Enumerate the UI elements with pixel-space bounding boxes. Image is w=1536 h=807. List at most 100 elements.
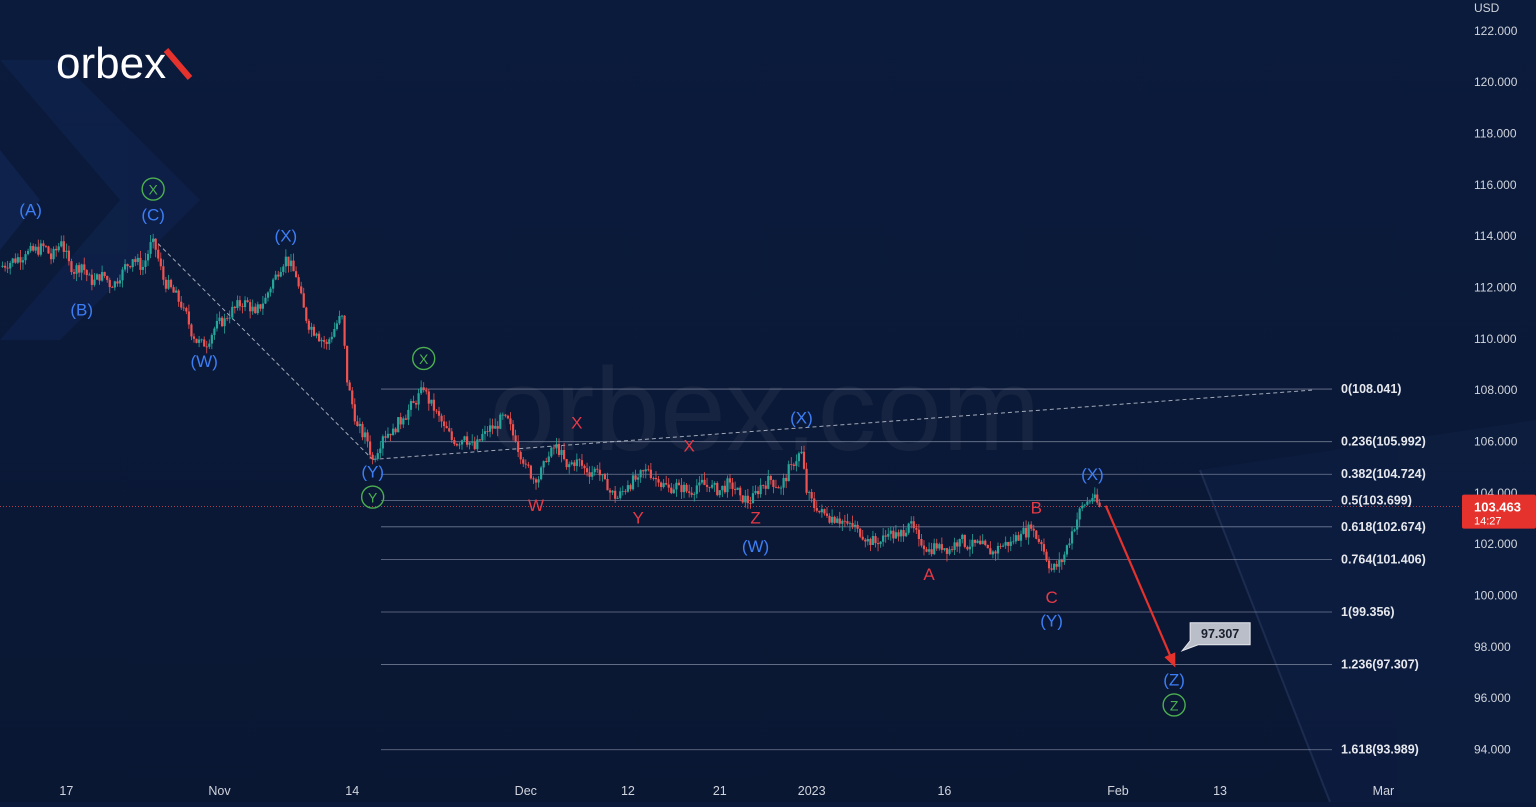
candle-body (800, 451, 803, 454)
fib-label-0: 0(108.041) (1341, 382, 1401, 396)
candle-body (1053, 563, 1056, 570)
candle-body (78, 265, 81, 273)
candle-body (371, 454, 374, 460)
forecast-projection: 97.307 (1104, 505, 1251, 668)
candle-body (425, 390, 428, 392)
candle-body (593, 468, 596, 473)
candle-body (223, 318, 226, 327)
candle-body (639, 470, 642, 478)
y-axis-currency: USD (1474, 1, 1500, 15)
candle-body (277, 274, 280, 277)
candle-body (351, 390, 354, 405)
candle-body (708, 486, 711, 488)
candle-body (274, 274, 277, 280)
candle-body (123, 264, 127, 270)
candle-body (749, 503, 752, 504)
candle-body (550, 447, 553, 457)
candle-body (448, 428, 451, 432)
brand-logo: orbex (56, 39, 193, 88)
wave-label-4: (W) (191, 352, 218, 371)
candle-body (1012, 541, 1015, 543)
wave-label-2: (C) (141, 206, 165, 225)
current-price-tag-bg (1462, 494, 1536, 529)
candle-body (379, 448, 382, 454)
candle-body (652, 478, 655, 479)
candle-body (391, 428, 395, 436)
candle-body (363, 432, 367, 438)
candle-body (759, 485, 762, 495)
candle-body (619, 491, 622, 498)
target-tag-shape (1180, 622, 1251, 652)
candle-body (70, 261, 73, 273)
candle-body (680, 485, 683, 493)
candle-body (966, 546, 969, 550)
x-axis[interactable]: 17 Nov 14 Dec 12 21 2023 16 Feb 13 Mar (59, 784, 1394, 798)
candle-body (606, 479, 609, 491)
candle-body (499, 414, 502, 429)
candle-body (445, 426, 448, 429)
candle-body (141, 266, 145, 270)
candle-body (361, 423, 364, 438)
candle-body (366, 432, 369, 442)
wave-label-0: (A) (19, 201, 42, 220)
candle-body (705, 484, 709, 487)
candle-body (167, 279, 170, 289)
candle-body (945, 548, 949, 554)
candle-body (1, 265, 4, 267)
candle-body (751, 493, 755, 504)
candle-body (585, 468, 589, 473)
candle-body (134, 259, 137, 262)
candle-body (154, 238, 157, 250)
candle-body (573, 462, 576, 466)
candle-body (718, 490, 721, 496)
x-tick-label-8: Feb (1107, 784, 1129, 798)
candle-body (917, 529, 920, 539)
candle-body (675, 482, 678, 490)
candle-body (614, 490, 617, 499)
candle-body (790, 464, 793, 465)
candle-body (644, 469, 647, 472)
candle-body (197, 339, 201, 343)
candle-body (848, 522, 852, 524)
candle-body (869, 539, 872, 546)
candle-body (39, 243, 42, 255)
candle-body (682, 484, 686, 493)
trend-lines (152, 238, 1312, 460)
candle-body (453, 439, 456, 445)
candle-body (200, 339, 203, 341)
candle-body (343, 315, 346, 346)
candle-body (534, 479, 538, 483)
candle-body (486, 431, 489, 432)
candle-body (956, 542, 959, 547)
candle-body (787, 464, 790, 482)
candle-body (95, 274, 99, 280)
candle-body (305, 307, 308, 321)
candle-body (320, 339, 323, 342)
candle-body (256, 304, 259, 314)
candle-body (146, 253, 150, 261)
y-tick-label-14: 122.000 (1474, 24, 1518, 38)
candle-body (665, 483, 668, 485)
fib-label-5: 0.764(101.406) (1341, 552, 1426, 566)
candle-body (29, 245, 32, 251)
candle-body (879, 541, 882, 545)
y-axis[interactable]: USD94.00096.00098.000100.000102.000104.0… (1462, 1, 1536, 756)
candle-body (1017, 535, 1020, 541)
candle-body (511, 424, 515, 436)
candle-body (841, 520, 844, 524)
candle-body (175, 290, 178, 293)
candle-body (152, 238, 155, 243)
candle-body (866, 539, 869, 542)
candle-body (483, 431, 487, 434)
candle-body (734, 488, 737, 490)
candle-body (547, 456, 550, 462)
candle-body (157, 249, 160, 259)
x-tick-label-6: 2023 (798, 784, 826, 798)
candle-body (1083, 504, 1086, 506)
candle-body (1073, 529, 1076, 532)
candle-body (103, 272, 106, 276)
candle-body (1009, 541, 1012, 546)
candle-body (93, 279, 96, 285)
y-tick-label-11: 116.000 (1474, 178, 1517, 192)
candle-body (624, 490, 627, 492)
